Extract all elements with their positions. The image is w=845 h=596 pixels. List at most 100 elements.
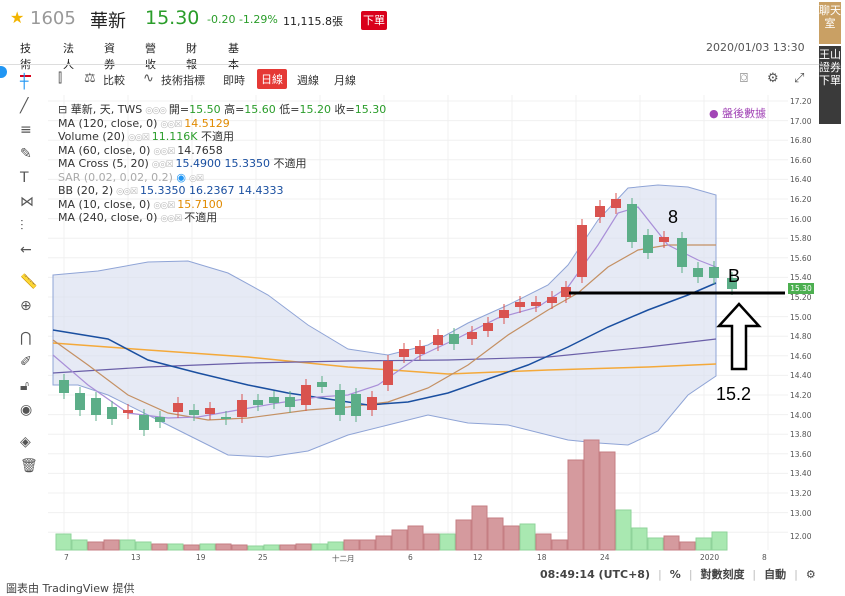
price-tick: 13.20 [790,489,812,498]
price-axis[interactable]: 17.20 17.00 16.80 16.60 16.40 16.20 16.00 15.80… [788,95,819,555]
layers-icon[interactable]: ◈ [20,434,31,450]
volume-bar [567,459,584,551]
log-scale-toggle[interactable]: 對數刻度 [700,568,745,581]
monthly-button[interactable]: 月線 [334,74,356,87]
volume-bars [55,439,728,551]
candle-body [221,417,231,419]
candle-body [515,302,525,307]
price-tick: 14.40 [790,371,812,381]
auto-scale-toggle[interactable]: 自動 [764,568,787,581]
chat-room-button[interactable]: 聊天室 [819,2,841,44]
brush-icon[interactable]: ✎ [20,146,32,162]
compare-icon[interactable]: ⚖ [84,71,96,86]
favorite-star-icon[interactable]: ★ [10,8,25,27]
candle-body [59,380,69,393]
volume-bar [487,517,504,551]
volume-bar [327,541,344,551]
time-tick: 6 [408,553,413,562]
volume-bar [439,533,456,551]
volume-bar [615,509,632,551]
candle-body [107,407,117,419]
volume-bar [471,505,488,551]
candle-body [727,278,737,289]
volume-bar [663,535,680,551]
volume-bar [599,451,616,551]
daily-button[interactable]: 日線 [257,69,287,89]
price-tick: 13.80 [790,430,812,440]
status-bar: 08:49:14 (UTC+8) | % | 對數刻度 | 自動 | ⚙ [540,568,816,581]
pencil-lock-icon[interactable]: ✐ [20,354,32,370]
price-tick: 13.00 [790,508,812,518]
annotation-level: 15.2 [716,384,752,404]
percent-toggle[interactable]: % [669,568,681,581]
candle-body [709,267,719,278]
candle-body [189,410,199,415]
legend-volume[interactable]: Volume (20) ◎◎☒ 11.116K 不適用 [58,130,234,143]
back-arrow-icon[interactable]: ← [20,242,32,258]
indicator-legend: ⊟ 華新, 天, TWS ◎◎◎ 開=15.50 高=15.60 低=15.20 收… [58,103,386,225]
price-tick: 13.40 [790,469,812,479]
zoom-in-icon[interactable]: ⊕ [20,298,32,314]
price-tick: 16.00 [790,214,812,224]
legend-ma120[interactable]: MA (120, close, 0) ◎◎☒ 14.5129 [58,116,230,130]
indicators-icon[interactable]: ∿ [143,71,154,86]
volume-bar [647,537,664,551]
legend-ohlc[interactable]: ⊟ 華新, 天, TWS ◎◎◎ 開=15.50 高=15.60 低=15.20 收… [58,103,387,116]
intraday-button[interactable]: 即時 [223,74,245,87]
camera-icon[interactable]: ⌼ [740,71,748,86]
volume-bar [263,544,280,551]
legend-ma60[interactable]: MA (60, close, 0) ◎◎☒ 14.7658 [58,143,223,157]
legend-ma10[interactable]: MA (10, close, 0) ◎◎☒ 15.7100 [58,197,223,211]
trend-line-icon[interactable]: ╱ [20,98,29,114]
volume-bar [551,539,568,551]
ma-brown-line [52,244,716,421]
candle-type-icon[interactable]: ⫿ [58,71,63,86]
ruler-icon[interactable]: 📏 [20,274,38,290]
candle-body [75,393,85,410]
ma-blue-line [52,282,717,406]
fib-icon[interactable]: ≡ [20,122,32,138]
volume-bar [151,543,168,551]
eye-icon[interactable]: ◉ [20,402,33,418]
order-button[interactable]: 下單 [361,11,387,30]
volume-bar [231,544,248,551]
price-tick: 13.60 [790,449,812,459]
volume-bar [695,537,712,551]
candle-body [677,238,687,267]
lock-icon[interactable]: 🔓︎ [20,378,30,394]
axis-settings-icon[interactable]: ⚙ [805,568,816,581]
legend-bb[interactable]: BB (20, 2) ◎◎☒ 15.3350 16.2367 14.4333 [58,184,284,197]
legend-macross[interactable]: MA Cross (5, 20) ◎◎☒ 15.4900 15.3350 不適用 [58,157,307,170]
fullscreen-icon[interactable]: ⤢ [794,71,805,86]
price-tick: 15.80 [790,234,812,244]
magnet-icon[interactable]: ⋂ [20,330,32,346]
weekly-button[interactable]: 週線 [297,74,319,87]
volume-bar [215,543,232,551]
text-icon[interactable]: T [20,170,29,186]
price-chart[interactable] [48,95,819,555]
collapse-handle[interactable] [0,66,7,78]
stock-price: 15.30 [145,7,200,29]
broker-order-button[interactable]: 王山證券下單 [819,46,841,124]
legend-sar[interactable]: SAR (0.02, 0.02, 0.2) ◉ ◎☒ [58,170,204,184]
price-tick: 15.00 [790,312,812,322]
price-tick: 15.40 [790,273,812,283]
pattern-icon[interactable]: ⋈ [20,194,34,210]
volume-bar [359,539,376,551]
volume-bar [519,523,536,551]
trash-icon[interactable]: 🗑︎ [20,458,38,474]
crosshair-icon[interactable]: ┼ [20,74,29,90]
stock-header: ★ 1605 華新 15.30 -0.20 -1.29% 11,115.8張 下… [0,0,820,40]
settings-gear-icon[interactable]: ⚙ [767,71,779,86]
time-axis[interactable]: 7 13 19 25 十二月 6 12 18 24 2020 8 [48,553,788,565]
candle-body [383,361,393,385]
time-tick: 18 [537,553,547,562]
time-tick: 十二月 [332,554,355,563]
legend-ma240[interactable]: MA (240, close, 0) ◎◎☒ 不適用 [58,211,218,224]
compare-button[interactable]: 比較 [103,74,125,87]
indicators-button[interactable]: 技術指標 [161,74,205,87]
forecast-icon[interactable]: ⫶ [20,218,24,234]
volume-bar [711,531,728,551]
volume-bar [631,527,648,551]
clock: 08:49:14 (UTC+8) [540,568,650,581]
